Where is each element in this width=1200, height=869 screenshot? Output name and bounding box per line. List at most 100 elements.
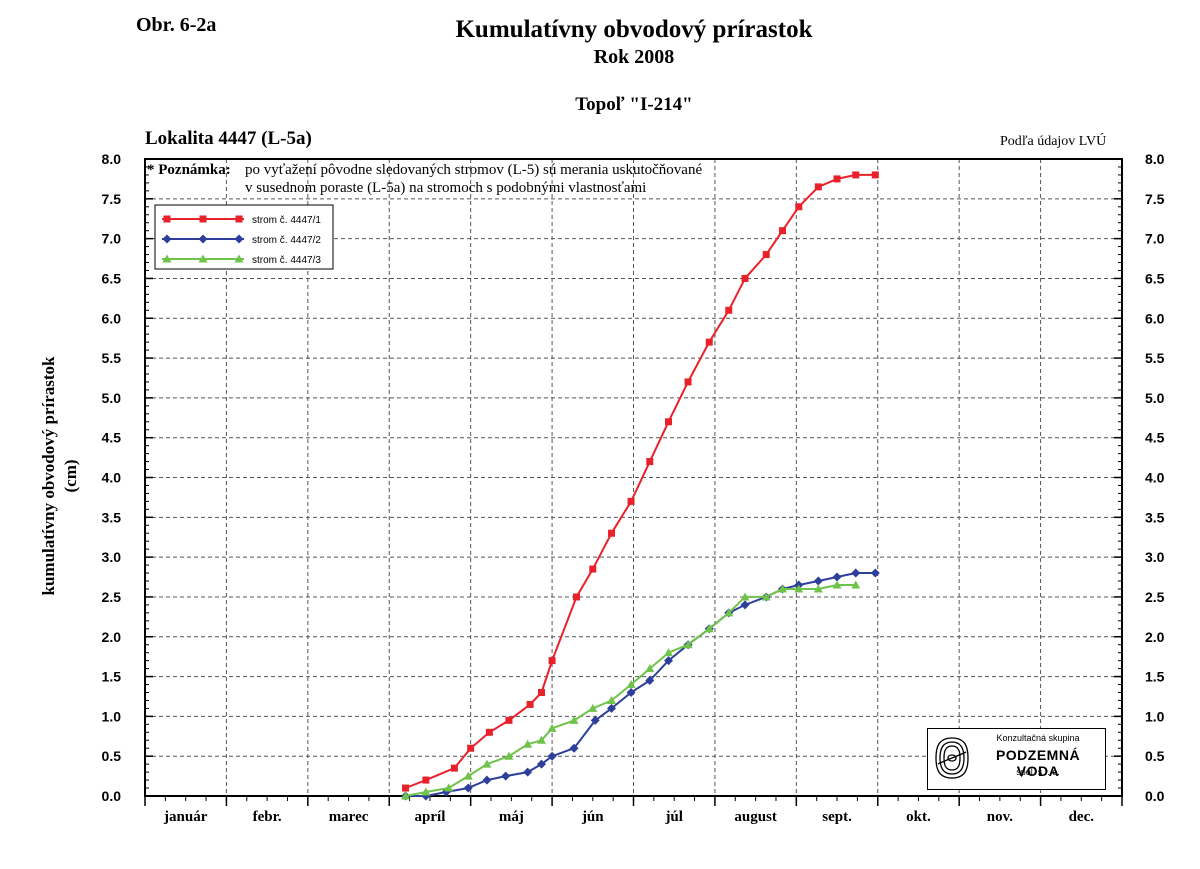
data-point bbox=[523, 767, 533, 777]
y-tick-label-left: 8.0 bbox=[102, 151, 122, 167]
data-point bbox=[833, 175, 841, 183]
y-tick-label-left: 0.0 bbox=[102, 788, 122, 804]
data-point bbox=[795, 203, 803, 211]
y-tick-label-right: 1.0 bbox=[1145, 708, 1165, 724]
y-tick-label-left: 7.5 bbox=[102, 191, 122, 207]
data-point bbox=[645, 664, 655, 673]
locality-label: Lokalita 4447 (L-5a) bbox=[145, 128, 312, 149]
data-point bbox=[421, 787, 431, 796]
data-point bbox=[645, 676, 655, 686]
data-point bbox=[501, 771, 511, 781]
data-point bbox=[402, 784, 410, 792]
data-point bbox=[813, 576, 823, 586]
data-point bbox=[683, 640, 693, 649]
legend-label: strom č. 4447/3 bbox=[252, 255, 321, 266]
data-point bbox=[626, 680, 636, 689]
data-point bbox=[526, 700, 534, 708]
month-label: jún bbox=[581, 809, 604, 825]
data-point bbox=[725, 306, 733, 314]
data-point bbox=[523, 739, 533, 748]
data-point bbox=[589, 565, 597, 573]
legend-label: strom č. 4447/1 bbox=[252, 215, 321, 226]
y-tick-label-right: 7.5 bbox=[1145, 191, 1165, 207]
logo-line-3: spol. s r. o. bbox=[1016, 767, 1060, 777]
logo-line-1: Konzultačná skupina bbox=[996, 733, 1080, 743]
y-tick-label-left: 5.5 bbox=[102, 350, 122, 366]
chart-subtitle: Rok 2008 bbox=[593, 46, 675, 68]
data-point bbox=[851, 580, 861, 589]
legend-label: strom č. 4447/2 bbox=[252, 235, 321, 246]
axis-ticks bbox=[144, 158, 1123, 806]
month-label: január bbox=[163, 809, 208, 825]
data-point bbox=[590, 715, 600, 725]
y-tick-label-left: 2.0 bbox=[102, 629, 122, 645]
logo-line-2: PODZEMNÁ VODA bbox=[995, 747, 1081, 779]
month-label: máj bbox=[499, 809, 524, 825]
series-line bbox=[405, 173, 876, 789]
month-label: august bbox=[734, 809, 777, 825]
data-point bbox=[664, 648, 674, 657]
data-point bbox=[463, 771, 473, 780]
series-1 bbox=[402, 171, 879, 792]
y-tick-label-left: 6.0 bbox=[102, 310, 122, 326]
data-point bbox=[832, 572, 842, 582]
y-tick-label-left: 0.5 bbox=[102, 748, 122, 764]
data-point bbox=[450, 764, 458, 772]
data-point bbox=[762, 251, 770, 259]
y-tick-label-right: 0.5 bbox=[1145, 748, 1165, 764]
y-tick-label-left: 3.0 bbox=[102, 549, 122, 565]
month-label: nov. bbox=[987, 809, 1014, 825]
species-label: Topoľ "I-214" bbox=[575, 94, 693, 115]
legend-marker bbox=[163, 215, 171, 223]
note: * Poznámka: po vyťažení pôvodne sledovan… bbox=[147, 162, 702, 196]
y-tick-label-left: 4.0 bbox=[102, 470, 122, 486]
data-point bbox=[741, 274, 749, 282]
data-point bbox=[588, 703, 598, 712]
y-tick-label-right: 7.0 bbox=[1145, 231, 1165, 247]
y-tick-label-left: 5.0 bbox=[102, 390, 122, 406]
y-tick-label-right: 3.5 bbox=[1145, 509, 1165, 525]
legend-marker bbox=[234, 254, 244, 263]
data-point bbox=[422, 776, 430, 784]
data-point bbox=[724, 608, 734, 617]
y-tick-label-right: 0.0 bbox=[1145, 788, 1165, 804]
legend-marker bbox=[235, 215, 243, 223]
chart-title: Kumulatívny obvodový prírastok bbox=[455, 16, 813, 43]
y-tick-label-right: 5.0 bbox=[1145, 390, 1165, 406]
logo-emblem-icon bbox=[935, 737, 969, 779]
legend-item: strom č. 4447/2 bbox=[162, 234, 321, 246]
y-tick-label-right: 5.5 bbox=[1145, 350, 1165, 366]
y-tick-label-right: 2.5 bbox=[1145, 589, 1165, 605]
month-label: júl bbox=[664, 809, 683, 825]
data-point bbox=[684, 378, 692, 386]
data-point bbox=[740, 600, 750, 610]
legend-marker bbox=[162, 234, 172, 244]
data-point bbox=[813, 584, 823, 593]
note-line-2: v susednom poraste (L-5a) na stromoch s … bbox=[245, 180, 646, 196]
data-point bbox=[608, 529, 616, 537]
legend-marker bbox=[234, 234, 244, 244]
data-point bbox=[871, 171, 879, 179]
data-point bbox=[467, 744, 475, 752]
data-point bbox=[485, 728, 493, 736]
month-label: apríl bbox=[415, 809, 446, 825]
y-tick-label-right: 8.0 bbox=[1145, 151, 1165, 167]
legend-marker bbox=[162, 254, 172, 263]
month-label: febr. bbox=[253, 809, 282, 825]
data-point bbox=[504, 751, 514, 760]
data-point bbox=[463, 783, 473, 793]
y-tick-label-right: 3.0 bbox=[1145, 549, 1165, 565]
legend: strom č. 4447/1 strom č. 4447/2 strom č. 4… bbox=[154, 204, 334, 270]
month-label: dec. bbox=[1069, 809, 1095, 825]
data-point bbox=[547, 751, 557, 761]
data-point bbox=[444, 783, 454, 792]
data-point bbox=[778, 227, 786, 235]
data-point bbox=[569, 743, 579, 753]
grid-lines bbox=[145, 159, 1122, 796]
data-point bbox=[548, 657, 556, 665]
month-label: marec bbox=[329, 809, 369, 825]
data-point bbox=[536, 735, 546, 744]
data-point bbox=[705, 338, 713, 346]
x-tick-labels: január febr. marec apríl máj jún júl august sept… bbox=[163, 809, 1094, 825]
